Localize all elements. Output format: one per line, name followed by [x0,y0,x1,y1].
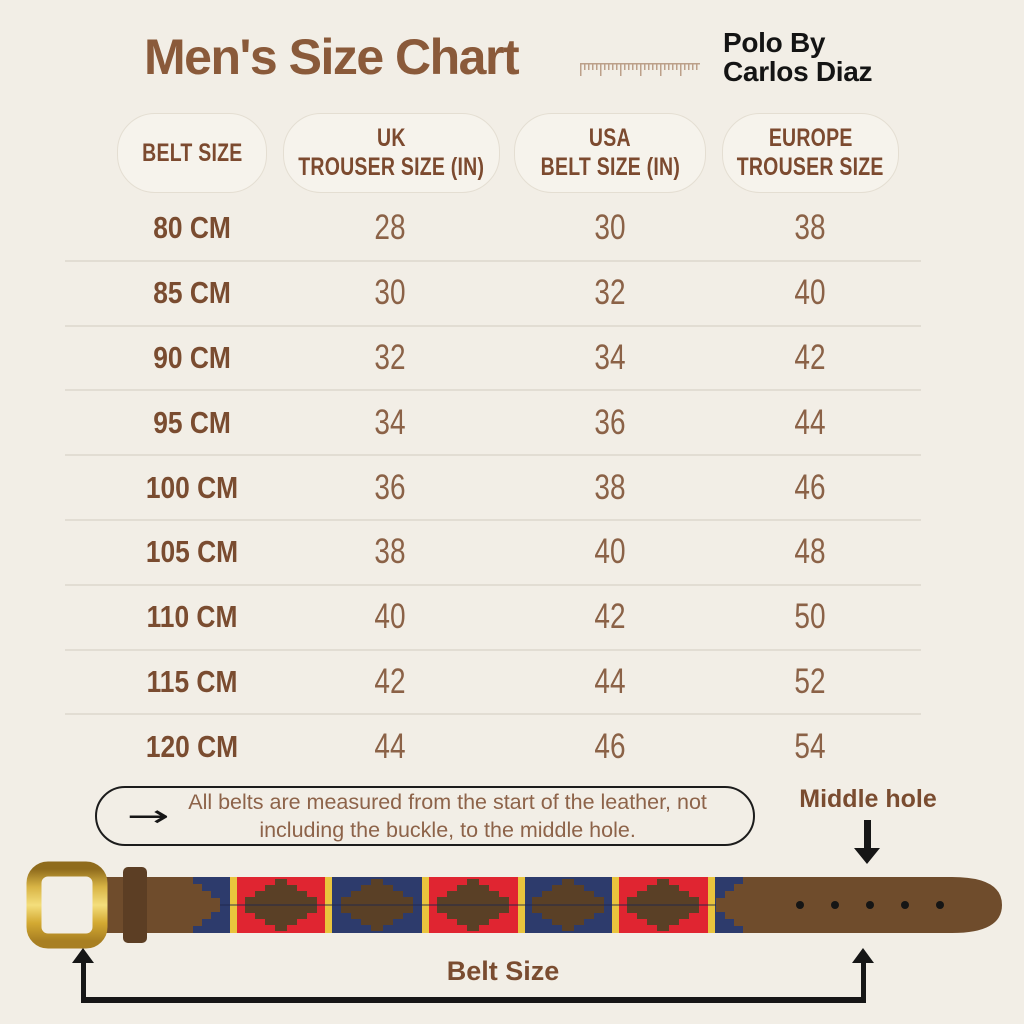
usa-size-cell: 32 [594,273,626,313]
uk-size-cell: 38 [374,532,406,572]
belt-keeper [123,867,147,943]
uk-size-cell: 34 [374,402,406,442]
europe-size-cell: 54 [794,726,826,766]
header-line: USA [589,124,631,152]
ruler-icon [580,63,700,79]
table-row: 95 CM 34 36 44 [65,391,921,457]
table-row: 120 CM 44 46 54 [65,715,921,778]
brand-line-1: Polo By [723,27,826,58]
belt-size-cell: 85 CM [153,275,231,311]
europe-size-cell: 38 [794,208,826,248]
belt-holes [796,901,944,909]
down-arrow-icon [864,820,871,850]
header-line: UK [377,124,406,152]
belt-leather-right [716,877,1002,933]
belt-size-label: Belt Size [446,956,560,986]
table-row: 90 CM 32 34 42 [65,327,921,392]
page-title: Men's Size Chart [144,29,520,85]
belt-size-cell: 100 CM [145,469,239,505]
usa-size-cell: 36 [594,402,626,442]
usa-size-cell: 46 [594,726,626,766]
usa-size-cell: 34 [594,337,626,377]
table-row: 100 CM 36 38 46 [65,456,921,521]
europe-size-cell: 40 [794,273,826,313]
usa-size-cell: 30 [594,208,626,248]
table-row: 85 CM 30 32 40 [65,262,921,327]
europe-size-cell: 48 [794,532,826,572]
uk-size-cell: 40 [374,597,406,637]
belt-illustration [26,861,1002,949]
belt-size-cell: 115 CM [146,663,238,699]
column-header-europe-trouser-size: EUROPE TROUSER SIZE [722,113,899,193]
belt-size-cell: 80 CM [153,210,231,246]
belt-leather-left [95,877,220,933]
uk-size-cell: 32 [374,337,406,377]
header-line: BELT SIZE (IN) [540,153,680,181]
table-row: 110 CM 40 42 50 [65,586,921,651]
measurement-note: → All belts are measured from the start … [95,786,755,846]
middle-hole-label: Middle hole [799,785,937,813]
up-arrow-left-icon [81,962,86,1002]
size-table: 80 CM 28 30 38 85 CM 30 32 40 90 CM 32 3… [65,197,921,778]
column-header-usa-belt-size: USA BELT SIZE (IN) [514,113,706,193]
right-arrow-icon: → [127,798,170,834]
uk-size-cell: 42 [374,661,406,701]
header-line: BELT SIZE [141,138,243,167]
usa-size-cell: 42 [594,597,626,637]
table-row: 80 CM 28 30 38 [65,197,921,262]
uk-size-cell: 44 [374,726,406,766]
belt-size-cell: 120 CM [145,728,239,764]
usa-size-cell: 40 [594,532,626,572]
up-arrow-left-head [72,948,94,963]
belt-size-cell: 105 CM [145,534,239,570]
table-row: 105 CM 38 40 48 [65,521,921,586]
europe-size-cell: 42 [794,337,826,377]
uk-size-cell: 30 [374,273,406,313]
belt-weave [185,877,770,933]
down-arrow-head [854,848,880,864]
up-arrow-right-head [852,948,874,963]
usa-size-cell: 38 [594,467,626,507]
belt-size-measure-line [81,997,866,1003]
belt-size-cell: 90 CM [153,339,231,375]
europe-size-cell: 44 [794,402,826,442]
brand-line-2: Carlos Diaz [723,56,873,88]
brand-logo: Polo By Carlos Diaz [723,27,873,88]
belt-size-cell: 95 CM [153,404,231,440]
uk-size-cell: 36 [374,467,406,507]
header-line: TROUSER SIZE [737,153,884,181]
uk-size-cell: 28 [374,208,406,248]
table-row: 115 CM 42 44 52 [65,651,921,716]
header-line: TROUSER SIZE (IN) [298,153,485,181]
europe-size-cell: 50 [794,597,826,637]
europe-size-cell: 52 [794,661,826,701]
note-text: All belts are measured from the start of… [188,789,707,842]
column-header-uk-trouser-size: UK TROUSER SIZE (IN) [283,113,500,193]
column-header-belt-size: BELT SIZE [117,113,267,193]
europe-size-cell: 46 [794,467,826,507]
usa-size-cell: 44 [594,661,626,701]
up-arrow-right-icon [861,962,866,1002]
belt-size-cell: 110 CM [146,599,238,635]
header-line: EUROPE [768,124,853,152]
